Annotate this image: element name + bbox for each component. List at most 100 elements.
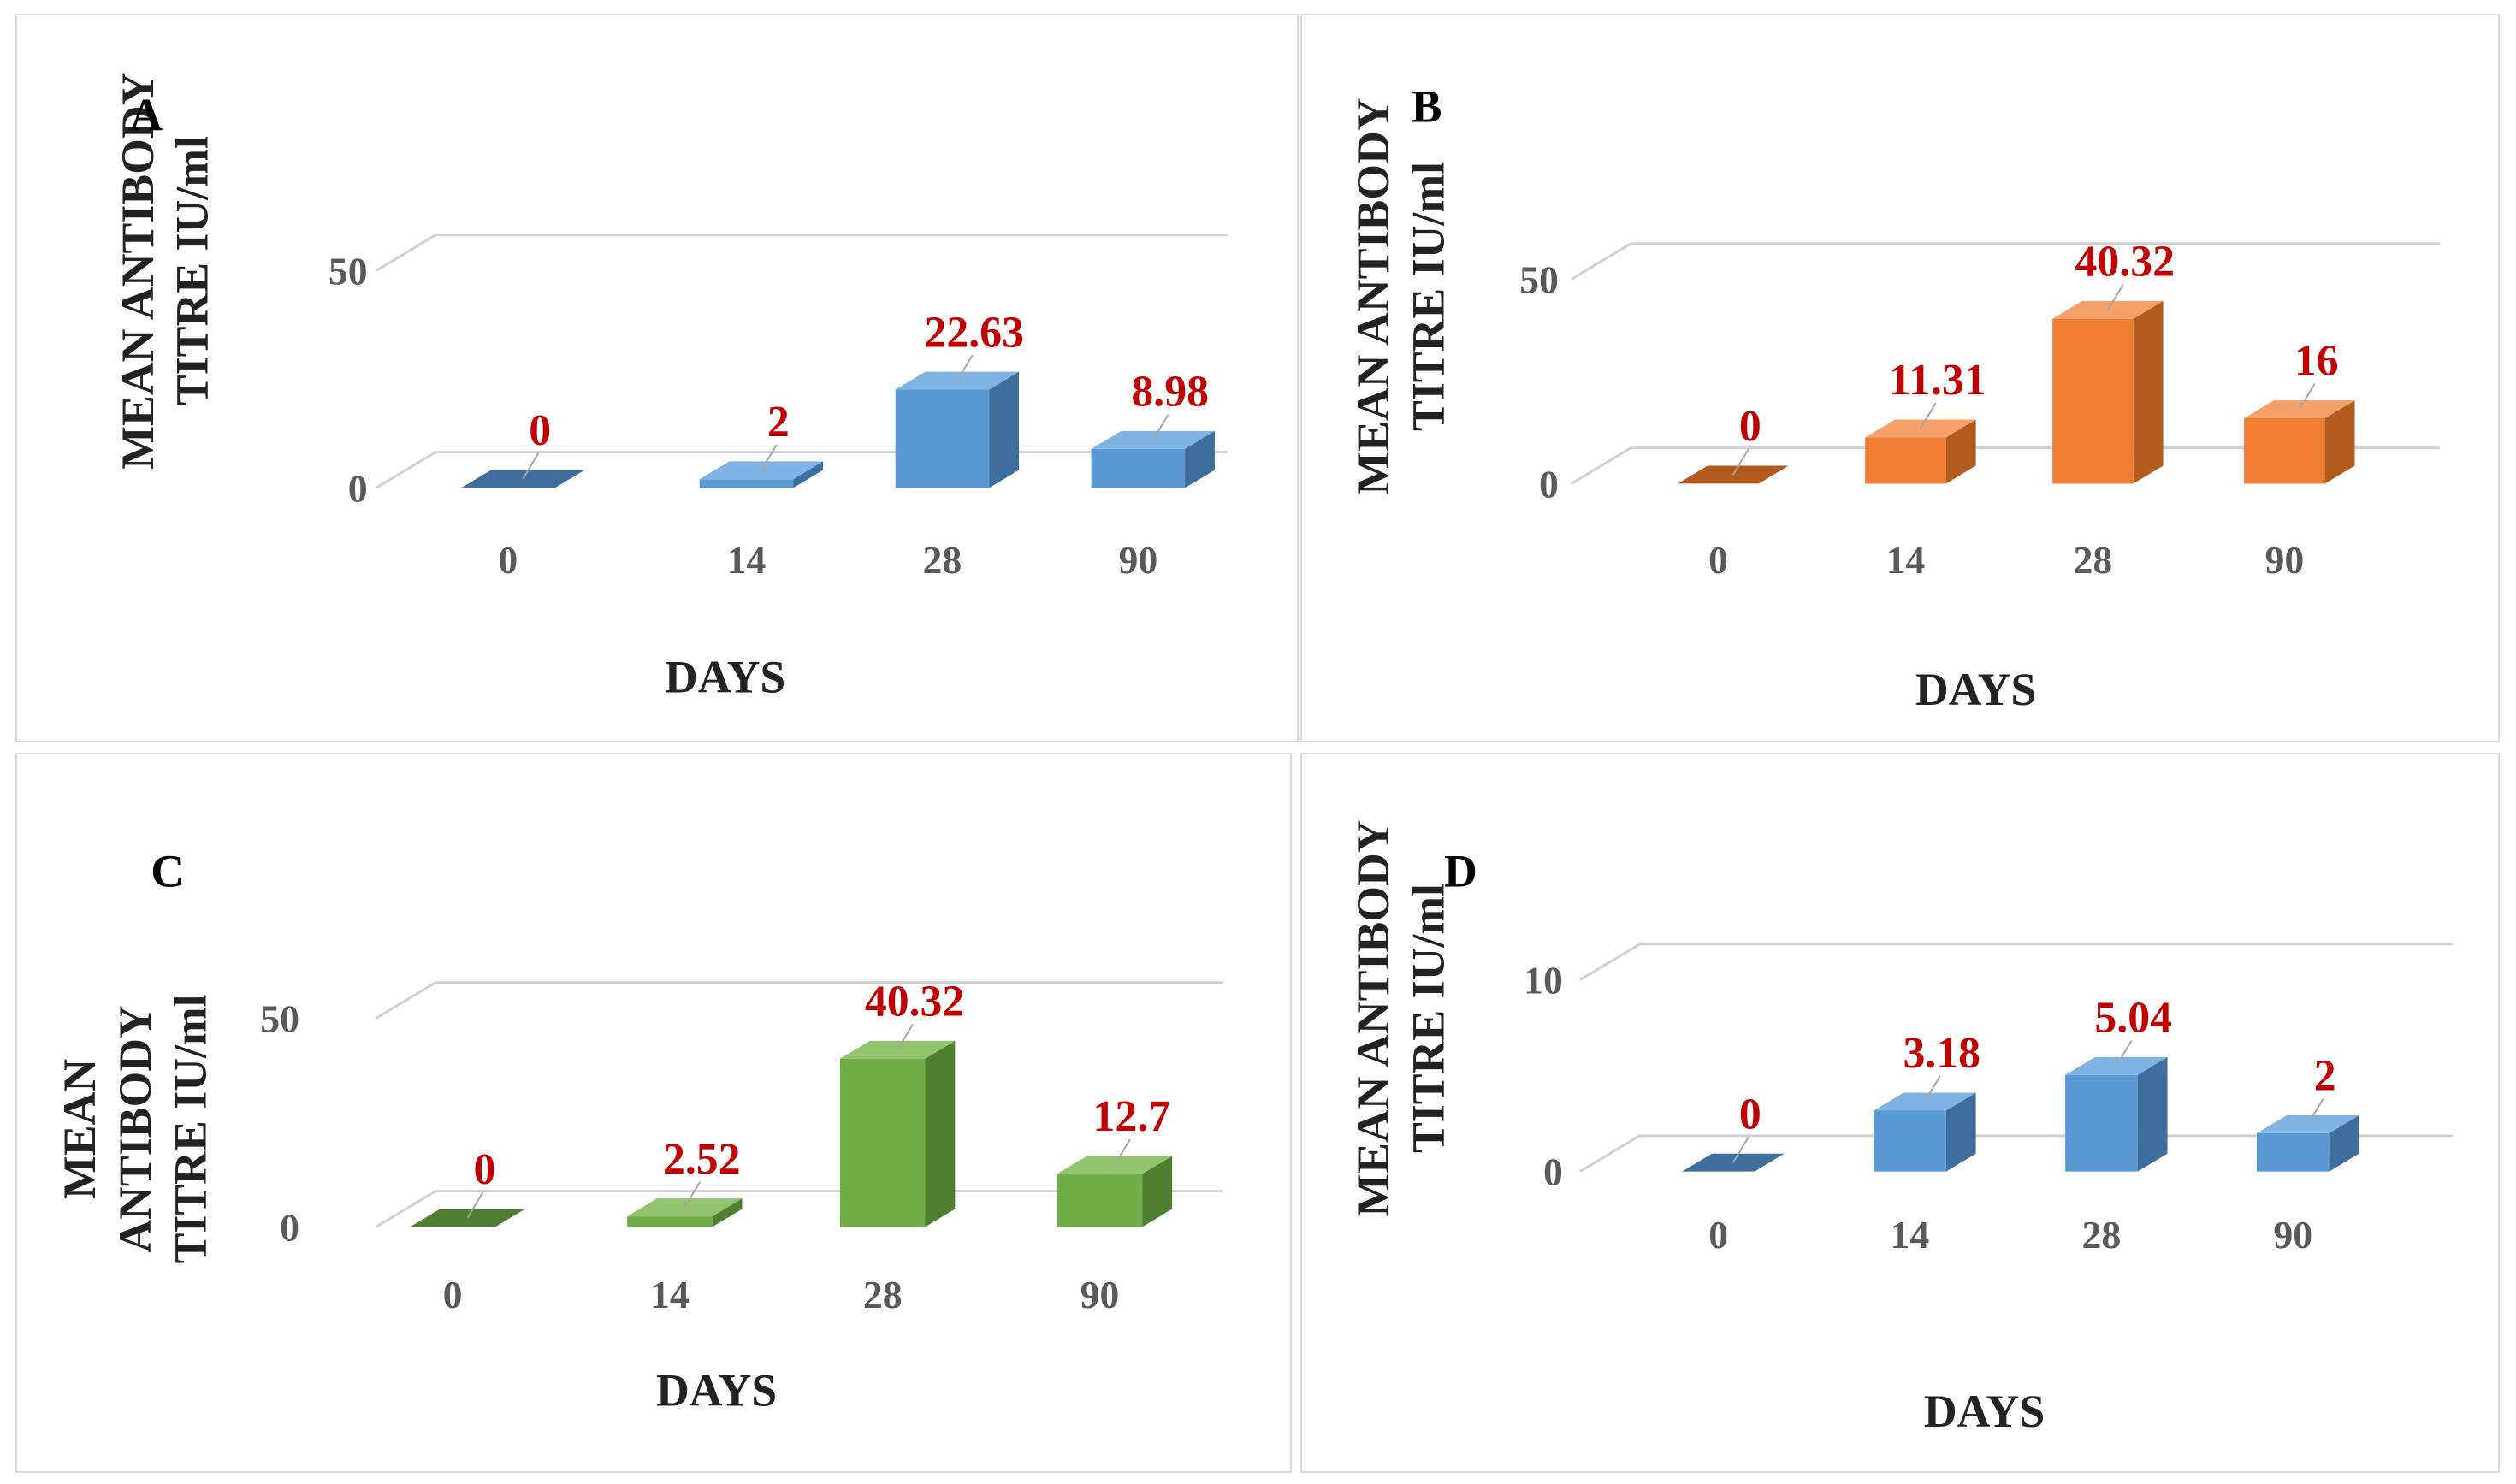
label-leader bbox=[522, 452, 540, 480]
bar-14 bbox=[1874, 1092, 1976, 1172]
y-tick-label: 50 bbox=[329, 250, 368, 293]
data-label: 3.18 bbox=[1903, 1029, 1980, 1078]
y-tick-label: 0 bbox=[1539, 462, 1559, 506]
bar-side bbox=[2133, 300, 2164, 484]
label-leader bbox=[1732, 1136, 1749, 1163]
y-axis-title: MEAN ANTIBODY bbox=[112, 72, 163, 469]
bar-side bbox=[1142, 1156, 1173, 1227]
chart-panel-d: 0 10 0 0 3.18 14 5.04 28 2 90 DAYS MEAN ANTIBODY TIT… bbox=[1300, 753, 2500, 1473]
y-axis-title: TITRE IU/ml bbox=[164, 994, 216, 1263]
gridline-base bbox=[1571, 446, 2441, 485]
y-tick-label: 10 bbox=[1524, 959, 1563, 1002]
label-leader bbox=[2306, 1098, 2324, 1125]
bar-front bbox=[2065, 1074, 2138, 1172]
y-axis-title: MEAN ANTIBODY bbox=[1347, 819, 1399, 1216]
bar-top bbox=[1682, 1153, 1785, 1172]
bar-28 bbox=[895, 371, 1020, 488]
data-label: 0 bbox=[1739, 402, 1761, 451]
x-tick-label: 90 bbox=[1118, 538, 1157, 582]
x-tick-label: 14 bbox=[1886, 538, 1926, 582]
bar-90 bbox=[1091, 430, 1215, 488]
y-axis-title: ANTIBODY bbox=[110, 1005, 161, 1253]
gridline-top bbox=[375, 981, 1223, 1020]
bar-front bbox=[1057, 1174, 1143, 1227]
bar-front bbox=[2257, 1132, 2330, 1172]
y-tick-label: 50 bbox=[1519, 257, 1559, 301]
x-tick-label: 14 bbox=[650, 1273, 690, 1316]
label-leader bbox=[684, 1181, 702, 1209]
bar-side bbox=[2329, 1114, 2359, 1172]
data-label: 40.32 bbox=[865, 977, 964, 1026]
bar-14 bbox=[627, 1198, 743, 1227]
y-axis-title: TITRE IU/ml bbox=[166, 136, 217, 405]
bar-side bbox=[989, 371, 1020, 488]
bar-front bbox=[1865, 437, 1946, 484]
data-label: 2.52 bbox=[663, 1135, 741, 1184]
panel-label: D bbox=[1444, 845, 1477, 896]
data-label: 0 bbox=[1739, 1090, 1761, 1138]
x-tick-label: 28 bbox=[2074, 538, 2113, 582]
x-tick-label: 90 bbox=[1080, 1273, 1120, 1316]
bar-top bbox=[1091, 430, 1215, 449]
chart-svg: 0 10 0 0 3.18 14 5.04 28 2 90 DAYS MEAN ANTIBODY TIT… bbox=[1347, 819, 2453, 1437]
bar-front bbox=[2244, 417, 2325, 484]
gridline-base bbox=[1579, 1134, 2453, 1173]
label-leader bbox=[2298, 383, 2316, 411]
bar-top bbox=[1057, 1156, 1173, 1174]
x-axis-title: DAYS bbox=[1924, 1386, 2045, 1437]
label-leader bbox=[761, 444, 778, 471]
data-label: 0 bbox=[474, 1145, 496, 1194]
chart-svg: 0 50 0 0 2 14 22.63 28 8.98 90 DAYS MEAN ANTIBODY TI… bbox=[112, 72, 1228, 702]
chart-panel-b: 0 50 0 0 11.31 14 40.32 28 16 90 DAYS MEAN ANTIBODY… bbox=[1300, 14, 2500, 742]
bar-top bbox=[895, 371, 1020, 390]
bar-front bbox=[2052, 318, 2134, 484]
bar-side bbox=[712, 1198, 743, 1227]
label-leader bbox=[2115, 1039, 2133, 1067]
y-axis-title: MEAN ANTIBODY bbox=[1347, 98, 1399, 494]
x-axis-title: DAYS bbox=[1915, 664, 2036, 715]
data-label: 5.04 bbox=[2094, 994, 2172, 1043]
x-tick-label: 0 bbox=[443, 1273, 463, 1316]
bar-28 bbox=[2065, 1056, 2168, 1172]
bar-14 bbox=[1865, 419, 1976, 484]
x-tick-label: 90 bbox=[2264, 538, 2304, 582]
data-label: 2 bbox=[2314, 1052, 2336, 1101]
bar-28 bbox=[2052, 300, 2164, 484]
gridline-top bbox=[375, 234, 1228, 272]
x-axis-title: DAYS bbox=[665, 651, 785, 702]
label-leader bbox=[2107, 283, 2124, 310]
chart-panel-c: 0 50 0 0 2.52 14 40.32 28 12.7 90 DAYS MEAN ANTIBODY… bbox=[15, 753, 1292, 1473]
chart-svg: 0 50 0 0 2.52 14 40.32 28 12.7 90 DAYS MEAN ANTIBODY… bbox=[54, 845, 1223, 1416]
x-tick-label: 28 bbox=[863, 1273, 903, 1316]
y-tick-label: 0 bbox=[280, 1205, 299, 1249]
y-tick-label: 0 bbox=[1543, 1150, 1563, 1194]
x-tick-label: 90 bbox=[2273, 1213, 2312, 1256]
data-label: 8.98 bbox=[1131, 368, 1209, 417]
bar-top bbox=[839, 1040, 956, 1059]
bar-side bbox=[925, 1040, 956, 1227]
x-tick-label: 28 bbox=[2081, 1213, 2121, 1256]
x-tick-label: 14 bbox=[1891, 1213, 1930, 1256]
bar-front bbox=[1874, 1110, 1946, 1172]
bar-0 bbox=[1682, 1153, 1785, 1172]
data-label: 12.7 bbox=[1093, 1092, 1171, 1141]
bar-90 bbox=[2244, 400, 2355, 484]
bar-side bbox=[1945, 1092, 1976, 1172]
bar-front bbox=[839, 1058, 926, 1227]
label-leader bbox=[956, 354, 974, 381]
bar-top bbox=[1678, 465, 1789, 484]
bar-side bbox=[2137, 1056, 2168, 1172]
bar-90 bbox=[1057, 1156, 1173, 1227]
data-label: 2 bbox=[767, 398, 790, 446]
label-leader bbox=[1924, 1075, 1941, 1103]
x-tick-label: 0 bbox=[1708, 538, 1728, 582]
panel-label: C bbox=[151, 845, 184, 896]
panel-label: B bbox=[1412, 80, 1442, 132]
gridline-base bbox=[375, 1190, 1223, 1228]
gridline-top bbox=[1571, 242, 2441, 281]
bar-front bbox=[1091, 448, 1186, 488]
label-leader bbox=[1920, 402, 1937, 429]
bar-front bbox=[627, 1216, 713, 1227]
y-axis-title: TITRE IU/ml bbox=[1403, 884, 1454, 1153]
bar-top bbox=[1865, 419, 1976, 438]
